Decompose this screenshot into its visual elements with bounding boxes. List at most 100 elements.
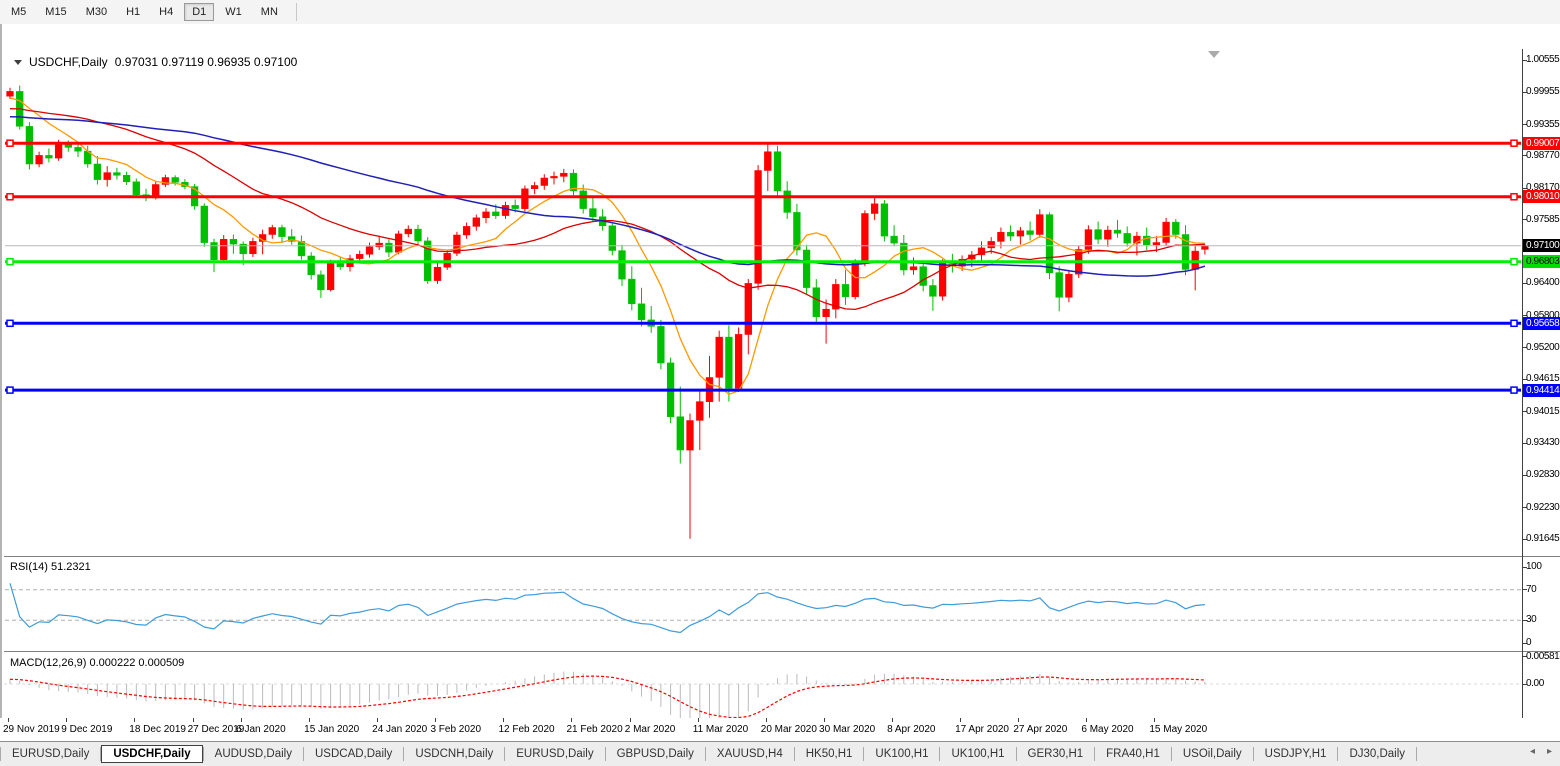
- time-axis-label: 15 Jan 2020: [304, 724, 360, 735]
- timeframe-button-h4[interactable]: H4: [159, 6, 174, 18]
- symbol-tab-usoil[interactable]: USOil,Daily: [1182, 748, 1242, 760]
- timeframe-button-w1[interactable]: W1: [225, 6, 242, 18]
- time-axis-tick: [241, 718, 243, 722]
- time-axis-label: 6 Jan 2020: [236, 724, 286, 735]
- price-axis-label: 0.99955: [1526, 86, 1560, 98]
- time-axis-label: 24 Jan 2020: [372, 724, 428, 735]
- time-axis-label: 11 Mar 2020: [692, 724, 749, 735]
- symbol-tab-fra40[interactable]: FRA40,H1: [1106, 748, 1160, 760]
- line-anchor-handle[interactable]: [6, 139, 14, 147]
- price-axis-label: 0.99355: [1526, 118, 1560, 130]
- tab-scroll-right-icon[interactable]: ▸: [1546, 746, 1552, 757]
- symbol-tab-audusd[interactable]: AUDUSD,Daily: [214, 748, 292, 760]
- price-axis-label: 0.97585: [1526, 213, 1560, 225]
- price-axis-tick: [1522, 411, 1527, 413]
- price-axis-label: 0.98770: [1526, 149, 1560, 161]
- rsi-axis-label: 70: [1526, 583, 1537, 595]
- symbol-tabs: EURUSD,Daily USDCHF,Daily AUDUSD,Daily USDC…: [0, 741, 1560, 766]
- price-axis-tick: [1522, 59, 1527, 61]
- toolbar-separator: [295, 3, 297, 21]
- time-axis-label: 6 May 2020: [1081, 724, 1134, 735]
- tab-separator: [793, 747, 795, 761]
- line-anchor-handle[interactable]: [6, 193, 14, 201]
- tab-separator: [604, 747, 606, 761]
- tab-separator: [403, 747, 405, 761]
- line-anchor-handle[interactable]: [6, 257, 14, 266]
- price-chart-canvas[interactable]: [2, 24, 1560, 742]
- line-anchor-handle[interactable]: [1510, 257, 1518, 266]
- tab-separator: [863, 747, 865, 761]
- line-anchor-handle[interactable]: [6, 319, 14, 328]
- price-axis-label: 0.92230: [1526, 501, 1560, 513]
- line-anchor-handle[interactable]: [1510, 386, 1518, 394]
- time-axis-tick: [66, 718, 68, 722]
- symbol-tab-usdcnh[interactable]: USDCNH,Daily: [415, 748, 494, 760]
- panel-splitter[interactable]: [4, 556, 1560, 557]
- price-axis-tick: [1522, 538, 1527, 540]
- tab-separator: [1170, 747, 1172, 761]
- line-anchor-handle[interactable]: [1510, 193, 1518, 201]
- timeframe-button-m5[interactable]: M5: [11, 6, 27, 18]
- price-axis-label: 0.92830: [1526, 469, 1560, 481]
- tab-separator: [1094, 747, 1096, 761]
- symbol-tab-usdjpy[interactable]: USDJPY,H1: [1264, 748, 1327, 760]
- time-axis-tick: [629, 718, 631, 722]
- symbol-tab-usdchf-active[interactable]: USDCHF,Daily: [101, 745, 203, 763]
- time-axis-label: 12 Feb 2020: [498, 724, 555, 735]
- time-axis-label: 9 Dec 2019: [61, 724, 113, 735]
- timeframe-button-m30[interactable]: M30: [85, 6, 108, 18]
- chart-shift-marker-icon[interactable]: [1208, 51, 1220, 58]
- panel-splitter[interactable]: [4, 651, 1560, 652]
- rsi-axis-label: 30: [1526, 614, 1537, 626]
- time-axis-tick: [697, 718, 699, 722]
- tab-separator: [100, 747, 102, 761]
- symbol-tab-gbpusd[interactable]: GBPUSD,Daily: [616, 748, 694, 760]
- time-axis-label: 27 Apr 2020: [1013, 724, 1068, 735]
- symbol-tab-uk100[interactable]: UK100,H1: [875, 748, 929, 760]
- price-axis-border: [1522, 49, 1523, 742]
- time-axis-tick: [892, 718, 894, 722]
- symbol-tab-dj30[interactable]: DJ30,Daily: [1349, 748, 1406, 760]
- tab-separator: [504, 747, 506, 761]
- timeframe-button-mn[interactable]: MN: [260, 6, 278, 18]
- time-axis-label: 15 May 2020: [1149, 724, 1208, 735]
- symbol-tab-ger30[interactable]: GER30,H1: [1027, 748, 1084, 760]
- tab-separator: [1015, 747, 1017, 761]
- line-anchor-handle[interactable]: [1510, 319, 1518, 328]
- time-axis-label: 3 Feb 2020: [430, 724, 482, 735]
- timeframe-button-m15[interactable]: M15: [45, 6, 67, 18]
- time-axis-tick: [309, 718, 311, 722]
- time-axis-tick: [960, 718, 962, 722]
- current-price-badge: 0.97100: [1523, 239, 1560, 253]
- time-axis-tick: [377, 718, 379, 722]
- symbol-tab-usdcad[interactable]: USDCAD,Daily: [314, 748, 393, 760]
- time-axis[interactable]: 29 Nov 2019 9 Dec 2019 18 Dec 2019 27 Dec 2…: [0, 718, 1560, 741]
- timeframe-button-h1[interactable]: H1: [126, 6, 141, 18]
- symbol-tab-hk50[interactable]: HK50,H1: [805, 748, 853, 760]
- time-axis-tick: [824, 718, 826, 722]
- timeframe-button-d1[interactable]: D1: [184, 3, 215, 21]
- symbol-tab-xauusd[interactable]: XAUUSD,H4: [716, 748, 783, 760]
- symbol-tab-eurusd[interactable]: EURUSD,Daily: [516, 748, 594, 760]
- time-axis-tick: [8, 718, 9, 722]
- support-level-badge: 0.96803: [1523, 255, 1560, 269]
- tab-scroll-left-icon[interactable]: ◂: [1529, 746, 1535, 757]
- rsi-axis-tick: [1522, 566, 1527, 568]
- line-anchor-handle[interactable]: [1510, 139, 1518, 147]
- chart-menu-icon[interactable]: [14, 59, 22, 65]
- time-axis-tick: [1086, 718, 1088, 722]
- tab-separator: [302, 747, 304, 761]
- time-axis-tick: [571, 718, 573, 722]
- price-axis-label: 0.94015: [1526, 405, 1560, 417]
- price-axis-label: 0.98170: [1526, 182, 1560, 194]
- chart-window[interactable]: USDCHF,Daily 0.97031 0.97119 0.96935 0.9…: [0, 24, 1560, 742]
- line-anchor-handle[interactable]: [6, 386, 14, 394]
- symbol-tab-eurusd[interactable]: EURUSD,Daily: [12, 748, 90, 760]
- tab-separator: [1337, 747, 1339, 761]
- macd-axis-label: 0.005818: [1526, 650, 1560, 662]
- chart-symbol-label: USDCHF,Daily: [29, 55, 108, 69]
- time-axis-label: 29 Nov 2019: [3, 724, 60, 735]
- symbol-tab-uk100[interactable]: UK100,H1: [951, 748, 1005, 760]
- macd-indicator-label: MACD(12,26,9) 0.000222 0.000509: [10, 657, 185, 669]
- time-axis-label: 27 Dec 2019: [187, 724, 245, 735]
